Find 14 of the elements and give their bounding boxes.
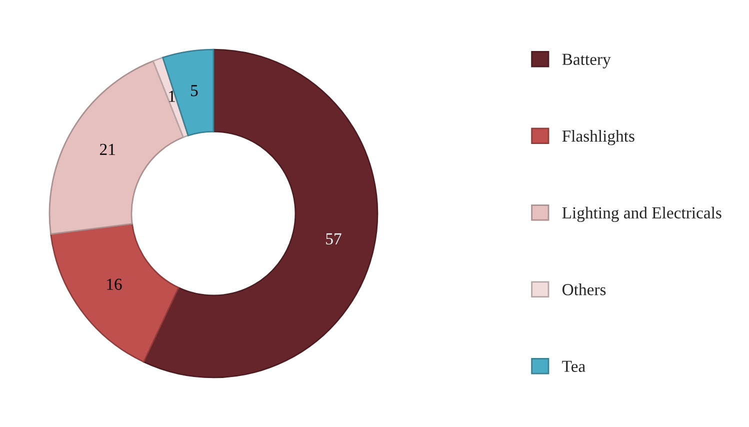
data-label: 16	[107, 278, 122, 290]
legend-label: Flashlights	[562, 130, 634, 146]
data-label: 5	[191, 85, 198, 96]
legend-label: Lighting and Electricals	[562, 206, 722, 222]
legend-label: Tea	[562, 360, 586, 372]
legend-label: Others	[562, 284, 606, 296]
data-label: 57	[326, 233, 342, 244]
data-label: 21	[100, 144, 115, 155]
donut-slice	[142, 48, 378, 378]
legend-label: Battery	[562, 54, 611, 68]
donut-slice	[50, 223, 180, 363]
data-label: 1	[169, 90, 175, 102]
donut-slice	[48, 60, 184, 235]
donut-slice	[162, 48, 214, 136]
